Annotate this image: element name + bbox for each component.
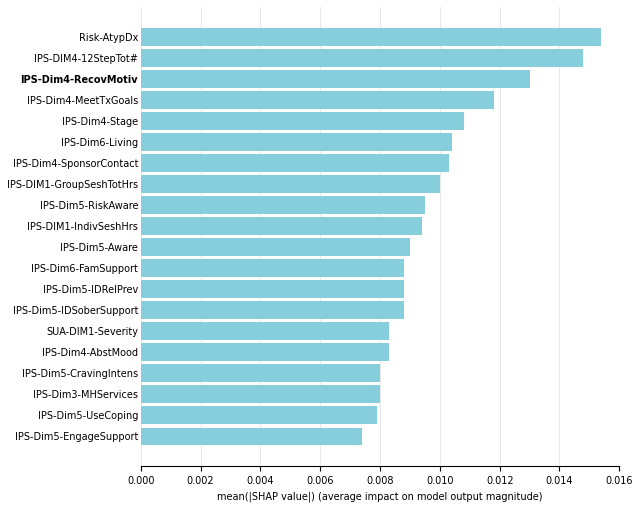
Bar: [141, 301, 404, 319]
Bar: [141, 428, 362, 445]
Bar: [141, 154, 449, 172]
Bar: [141, 280, 404, 298]
Bar: [141, 28, 602, 46]
Bar: [141, 238, 410, 256]
Bar: [141, 385, 380, 403]
Bar: [141, 344, 389, 361]
Bar: [141, 217, 422, 235]
Bar: [141, 70, 529, 88]
Bar: [141, 133, 452, 151]
Bar: [141, 49, 584, 67]
Bar: [141, 407, 377, 425]
X-axis label: mean(|SHAP value|) (average impact on model output magnitude): mean(|SHAP value|) (average impact on mo…: [218, 492, 543, 502]
Bar: [141, 322, 389, 340]
Bar: [141, 259, 404, 277]
Bar: [141, 112, 464, 130]
Bar: [141, 91, 493, 109]
Bar: [141, 196, 425, 214]
Bar: [141, 175, 440, 193]
Bar: [141, 364, 380, 382]
